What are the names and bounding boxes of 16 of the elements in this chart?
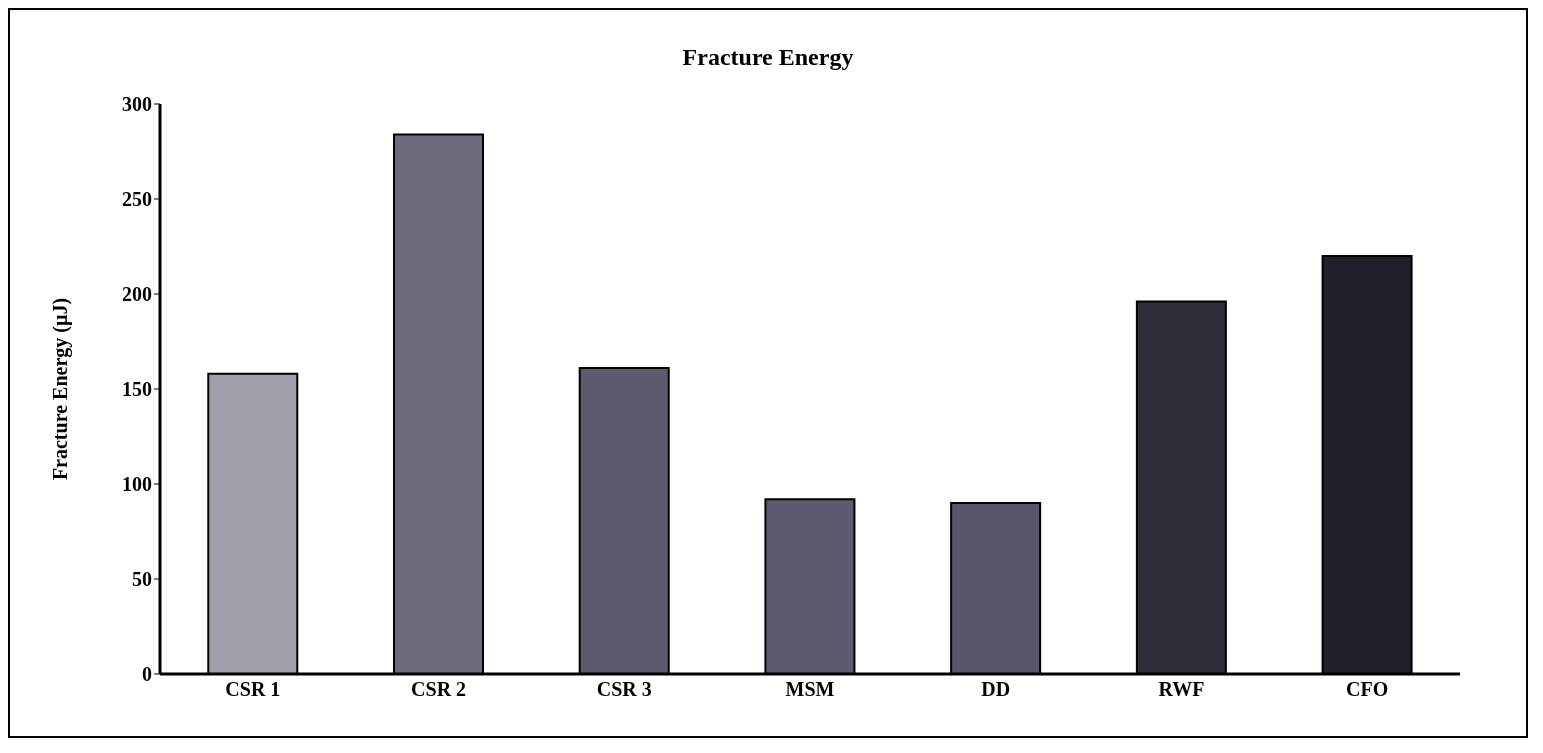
x-tick-label: CSR 1 <box>225 678 281 701</box>
y-tick-label: 300 <box>122 93 152 116</box>
x-tick-label: DD <box>981 678 1011 701</box>
y-tick-label: 150 <box>122 378 152 401</box>
x-tick-label: CSR 2 <box>411 678 467 701</box>
y-axis-title: Fracture Energy (µJ) <box>49 297 73 481</box>
x-tick-label: CFO <box>1346 678 1389 701</box>
x-tick-label: RWF <box>1158 678 1205 701</box>
chart-title: Fracture Energy <box>681 43 855 72</box>
x-tick-label: CSR 3 <box>596 678 652 701</box>
y-tick-label: 0 <box>142 663 152 686</box>
y-tick-label: 250 <box>122 188 152 211</box>
y-tick-label: 200 <box>122 283 152 306</box>
y-tick-label: 100 <box>122 473 152 496</box>
x-tick-label: MSM <box>785 678 835 701</box>
y-tick-label: 50 <box>132 568 152 591</box>
